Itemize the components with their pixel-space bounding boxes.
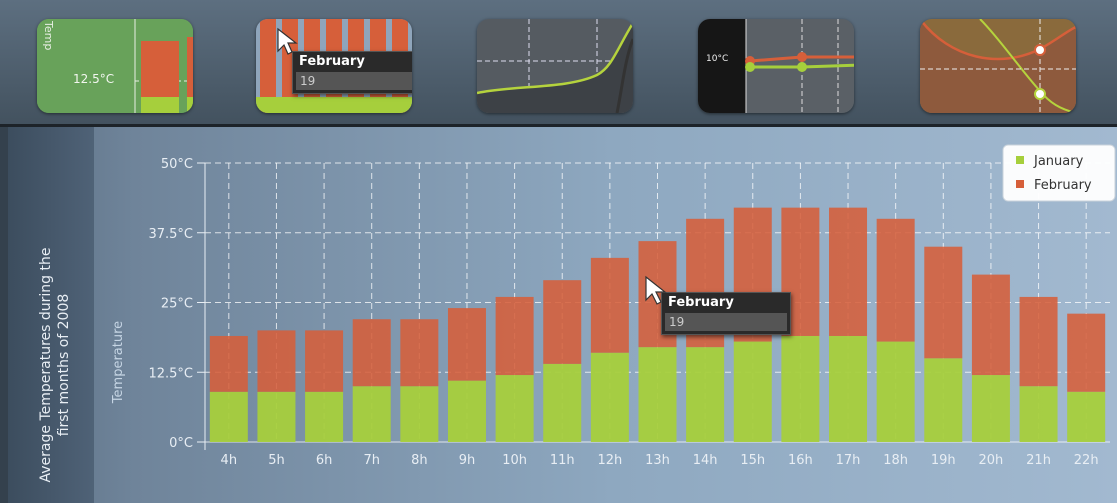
thumbnail-area[interactable] xyxy=(920,19,1076,113)
thumbnail-tooltip-title: February xyxy=(299,54,365,69)
x-tick-label: 11h xyxy=(550,453,575,468)
thumbnail-tick-label: 12.5°C xyxy=(73,72,115,86)
cursor-icon xyxy=(645,275,667,305)
tooltip: February 19 xyxy=(661,292,791,335)
bar-january xyxy=(590,352,629,442)
x-tick-label: 19h xyxy=(931,453,956,468)
x-tick-label: 22h xyxy=(1074,453,1099,468)
bar-february xyxy=(209,335,248,392)
x-tick-label: 15h xyxy=(740,453,765,468)
bar-january xyxy=(1067,391,1106,442)
legend-label-february: February xyxy=(1034,178,1092,193)
thumbnail-tooltip: February 19 xyxy=(292,51,412,94)
x-tick-label: 14h xyxy=(693,453,718,468)
bar-february xyxy=(829,207,868,336)
x-tick-label: 6h xyxy=(316,453,333,468)
y-tick-label: 50°C xyxy=(161,157,193,172)
bar-february xyxy=(400,319,439,387)
bar-january xyxy=(209,391,248,442)
y-tick-label: 25°C xyxy=(161,297,193,312)
bar-january xyxy=(971,375,1010,442)
legend: January February xyxy=(1002,144,1116,202)
bar-february xyxy=(543,280,582,364)
bar-february xyxy=(924,246,963,359)
y-axis-label: Temperature xyxy=(111,321,126,404)
legend-box xyxy=(1002,144,1116,202)
bar-january xyxy=(781,335,820,442)
legend-label-january: January xyxy=(1033,154,1084,169)
bar-february xyxy=(495,296,534,376)
thumbnail-bar-tooltip[interactable]: February 19 xyxy=(256,19,412,113)
bar-february xyxy=(447,308,486,381)
bar-january xyxy=(447,380,486,442)
x-tick-label: 16h xyxy=(788,453,813,468)
bar-january xyxy=(924,358,963,442)
x-tick-label: 21h xyxy=(1026,453,1051,468)
x-tick-label: 18h xyxy=(883,453,908,468)
x-tick-label: 20h xyxy=(979,453,1004,468)
y-tick-label: 0°C xyxy=(169,436,193,451)
bar-january xyxy=(638,347,677,442)
sidebar: Average Temperatures during the first mo… xyxy=(0,127,94,503)
legend-swatch-february xyxy=(1016,180,1024,188)
tooltip-title: February xyxy=(668,295,734,310)
bar-february xyxy=(352,319,391,387)
bar-february xyxy=(1067,313,1106,392)
x-tick-label: 10h xyxy=(502,453,527,468)
bar-february xyxy=(971,274,1010,376)
bar-january xyxy=(543,363,582,442)
thumbnail-line-points[interactable]: 10°C xyxy=(698,19,854,113)
bar-february xyxy=(876,218,915,342)
bar-january xyxy=(1019,386,1058,442)
thumbnail-tick-label: 10°C xyxy=(706,54,729,64)
y-tick-label: 12.5°C xyxy=(148,366,193,381)
x-tick-label: 5h xyxy=(268,453,285,468)
bar-january xyxy=(400,386,439,442)
bar-january xyxy=(495,375,534,442)
bar-january xyxy=(876,341,915,442)
x-tick-label: 8h xyxy=(411,453,428,468)
x-tick-label: 13h xyxy=(645,453,670,468)
bar-february xyxy=(257,330,296,392)
legend-swatch-january xyxy=(1016,156,1024,164)
bar-january xyxy=(686,347,725,442)
thumbnail-curve[interactable] xyxy=(477,19,633,113)
x-tick-label: 9h xyxy=(459,453,476,468)
cursor-icon xyxy=(277,27,298,55)
bar-january xyxy=(305,391,344,442)
temperature-chart: 0°C 12.5°C 25°C 37.5°C 50°C 4h 5h 6h 7h 8h 9h 10h 11… xyxy=(111,144,1116,468)
x-tick-label: 7h xyxy=(363,453,380,468)
thumbnail-stacked-bar[interactable]: Temp 12.5°C xyxy=(37,19,193,113)
chart-type-toolbar: Temp 12.5°C February 19 xyxy=(0,0,1117,127)
bar-january xyxy=(257,391,296,442)
x-tick-label: 4h xyxy=(221,453,238,468)
bar-january xyxy=(829,335,868,442)
x-tick-label: 17h xyxy=(836,453,861,468)
tooltip-value: 19 xyxy=(665,313,787,331)
bar-february xyxy=(305,330,344,392)
x-tick-label: 12h xyxy=(597,453,622,468)
bar-january xyxy=(352,386,391,442)
y-tick-label: 37.5°C xyxy=(148,227,193,242)
bar-february xyxy=(1019,296,1058,387)
bar-february xyxy=(590,257,629,353)
thumbnail-tooltip-value: 19 xyxy=(296,72,412,90)
bar-january xyxy=(733,341,772,442)
chart-panel: Average Temperatures during the first mo… xyxy=(0,127,1117,503)
thumbnail-axis-label: Temp xyxy=(42,21,55,51)
